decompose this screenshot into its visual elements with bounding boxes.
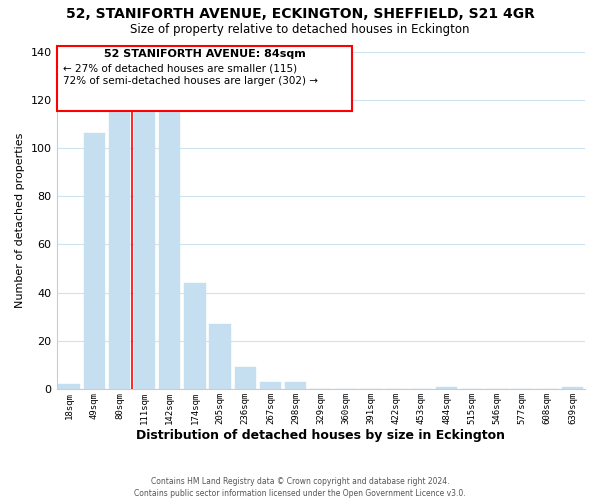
Bar [260, 382, 281, 389]
Text: ← 27% of detached houses are smaller (115): ← 27% of detached houses are smaller (11… [62, 64, 296, 74]
Bar [134, 110, 155, 389]
Bar [159, 68, 181, 389]
Text: Contains public sector information licensed under the Open Government Licence v3: Contains public sector information licen… [134, 489, 466, 498]
Text: Size of property relative to detached houses in Eckington: Size of property relative to detached ho… [130, 22, 470, 36]
Bar [109, 107, 130, 389]
Bar [209, 324, 231, 389]
Bar [436, 386, 457, 389]
Text: Contains HM Land Registry data © Crown copyright and database right 2024.: Contains HM Land Registry data © Crown c… [151, 478, 449, 486]
Bar [184, 283, 206, 389]
Text: 72% of semi-detached houses are larger (302) →: 72% of semi-detached houses are larger (… [62, 76, 317, 86]
Bar [285, 382, 307, 389]
Bar [235, 367, 256, 389]
Bar [58, 384, 80, 389]
Bar [83, 134, 105, 389]
Y-axis label: Number of detached properties: Number of detached properties [15, 132, 25, 308]
Text: 52, STANIFORTH AVENUE, ECKINGTON, SHEFFIELD, S21 4GR: 52, STANIFORTH AVENUE, ECKINGTON, SHEFFI… [65, 8, 535, 22]
Text: 52 STANIFORTH AVENUE: 84sqm: 52 STANIFORTH AVENUE: 84sqm [104, 49, 305, 59]
Bar [562, 386, 583, 389]
X-axis label: Distribution of detached houses by size in Eckington: Distribution of detached houses by size … [136, 430, 505, 442]
